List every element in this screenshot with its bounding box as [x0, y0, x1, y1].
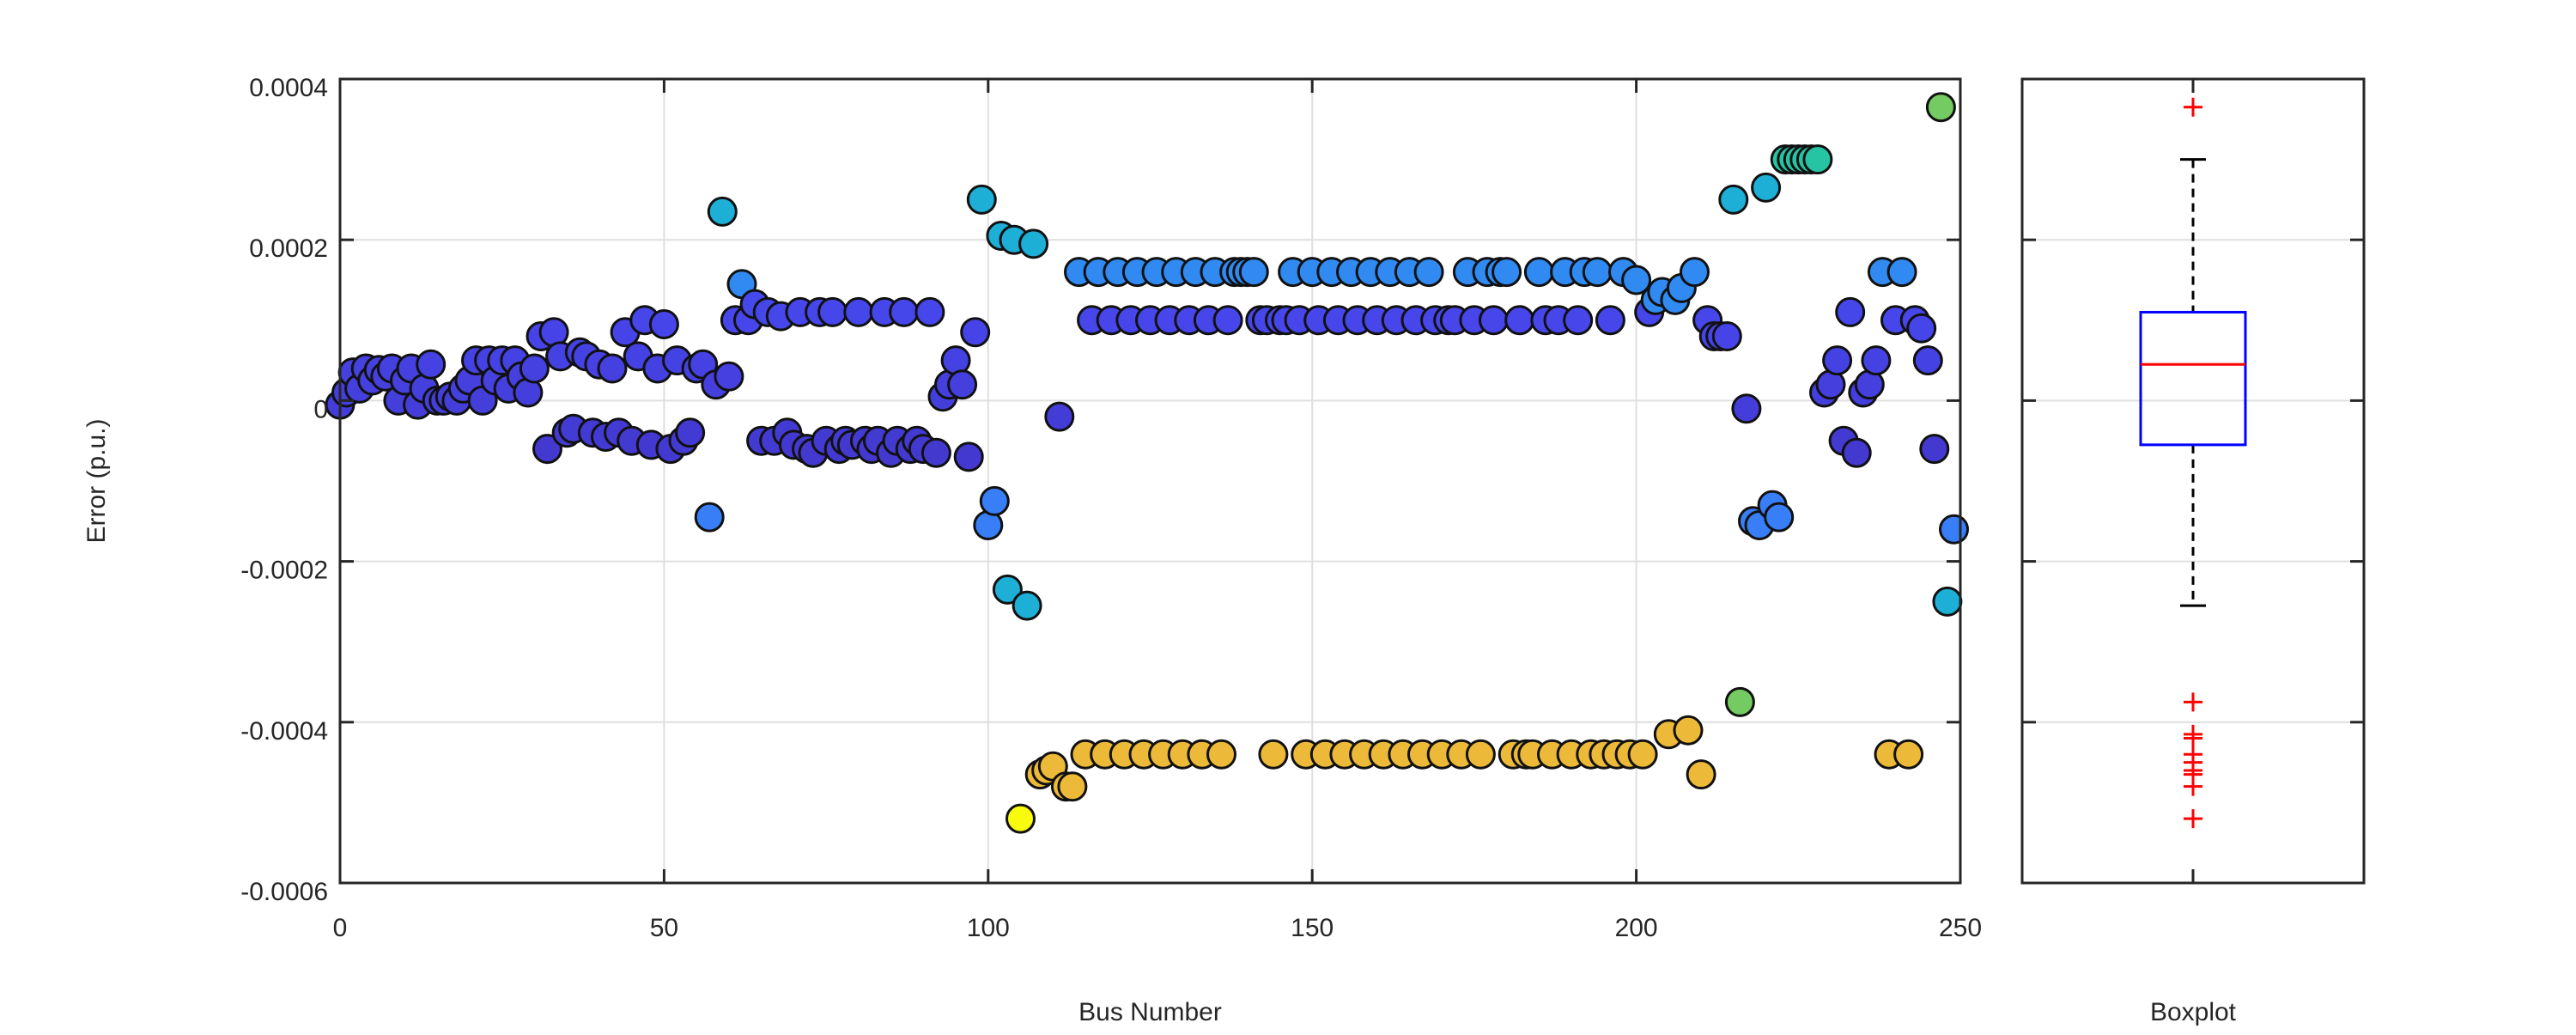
boxplot-marks	[2139, 97, 2247, 829]
data-point	[889, 296, 920, 327]
x-tick-label: 150	[1291, 914, 1334, 942]
y-tick-label: 0.0004	[249, 74, 328, 102]
data-point	[1919, 434, 1950, 465]
y-tick-label: 0	[313, 395, 328, 423]
scatter-ticks: 0 50 100 150 200 250 -0.0006 -0.0004 -0.0002 0 0.0…	[240, 74, 1982, 942]
data-point	[1206, 739, 1236, 770]
data-point	[1711, 321, 1742, 351]
outlier-marker	[2184, 776, 2202, 796]
data-point	[1057, 771, 1088, 802]
data-point	[1523, 257, 1554, 288]
data-point	[979, 485, 1010, 516]
data-point	[1893, 739, 1924, 770]
data-point	[1012, 590, 1042, 621]
data-point	[1841, 437, 1872, 468]
data-point	[416, 349, 447, 380]
data-point	[1563, 305, 1594, 336]
x-axis-label: Bus Number	[1078, 998, 1222, 1026]
data-point	[1802, 144, 1833, 175]
data-point	[1005, 803, 1036, 834]
y-tick-label: -0.0002	[240, 557, 328, 585]
data-point	[1724, 686, 1755, 717]
data-point	[1413, 257, 1444, 288]
data-point	[1686, 759, 1716, 790]
data-point	[1718, 184, 1749, 215]
data-point	[914, 296, 945, 327]
data-point	[1906, 313, 1937, 344]
data-point	[966, 184, 997, 215]
boxplot-ticks	[2022, 77, 2364, 885]
data-point	[714, 361, 744, 392]
data-point	[1751, 172, 1782, 203]
data-point	[1044, 401, 1075, 432]
outlier-marker	[2184, 728, 2202, 748]
data-point	[1504, 305, 1535, 336]
data-point	[953, 441, 984, 472]
scatter-points	[325, 92, 1969, 834]
x-tick-label: 100	[967, 914, 1010, 942]
x-tick-label: 200	[1615, 914, 1658, 942]
y-axis-label: Error (p.u.)	[82, 418, 111, 543]
data-point	[1835, 296, 1866, 327]
data-point	[675, 417, 706, 448]
outlier-marker	[2184, 692, 2202, 712]
data-point	[1238, 257, 1269, 288]
data-point	[1731, 393, 1762, 424]
data-point	[1764, 502, 1795, 533]
y-tick-label: 0.0002	[249, 234, 328, 263]
scatter-axes-frame	[338, 77, 1962, 885]
iqr-box	[2139, 310, 2247, 447]
x-tick-label: 50	[650, 914, 678, 942]
data-point	[1479, 305, 1509, 336]
data-point	[707, 196, 738, 227]
data-point	[519, 353, 550, 384]
data-point	[1912, 345, 1943, 376]
data-point	[947, 369, 978, 400]
boxplot-panel: Boxplot	[2020, 77, 2366, 1026]
scatter-panel: 0 50 100 150 200 250 -0.0006 -0.0004 -0.0002 0 0.0…	[82, 74, 1982, 1026]
data-point	[1465, 739, 1496, 770]
scatter-grid	[340, 79, 1960, 883]
data-point	[817, 296, 848, 327]
data-point	[1673, 715, 1704, 746]
data-point	[920, 437, 951, 468]
data-point	[1627, 739, 1658, 770]
data-point	[532, 434, 562, 465]
outlier-marker	[2184, 97, 2202, 117]
data-point	[648, 309, 679, 339]
data-point	[1582, 257, 1613, 288]
data-point	[694, 502, 725, 533]
data-point	[1621, 265, 1652, 295]
y-tick-label: -0.0006	[240, 878, 328, 906]
data-point	[1018, 228, 1049, 259]
data-point	[1212, 305, 1243, 336]
data-point	[1680, 257, 1710, 288]
data-point	[1822, 345, 1853, 376]
data-point	[992, 574, 1023, 605]
data-point	[597, 353, 628, 384]
data-point	[1925, 92, 1956, 123]
data-point	[1939, 514, 1969, 545]
y-tick-label: -0.0004	[240, 717, 328, 746]
x-tick-label: 0	[333, 914, 348, 942]
data-point	[960, 317, 991, 348]
data-point	[1258, 739, 1289, 770]
data-point	[1886, 257, 1917, 288]
data-point	[1595, 305, 1625, 336]
data-point	[843, 296, 874, 327]
x-tick-label: 250	[1939, 914, 1982, 942]
outlier-marker	[2184, 809, 2202, 829]
data-point	[1492, 257, 1522, 288]
boxplot-label: Boxplot	[2150, 998, 2237, 1026]
data-point	[1932, 586, 1963, 617]
data-point	[1861, 345, 1892, 376]
